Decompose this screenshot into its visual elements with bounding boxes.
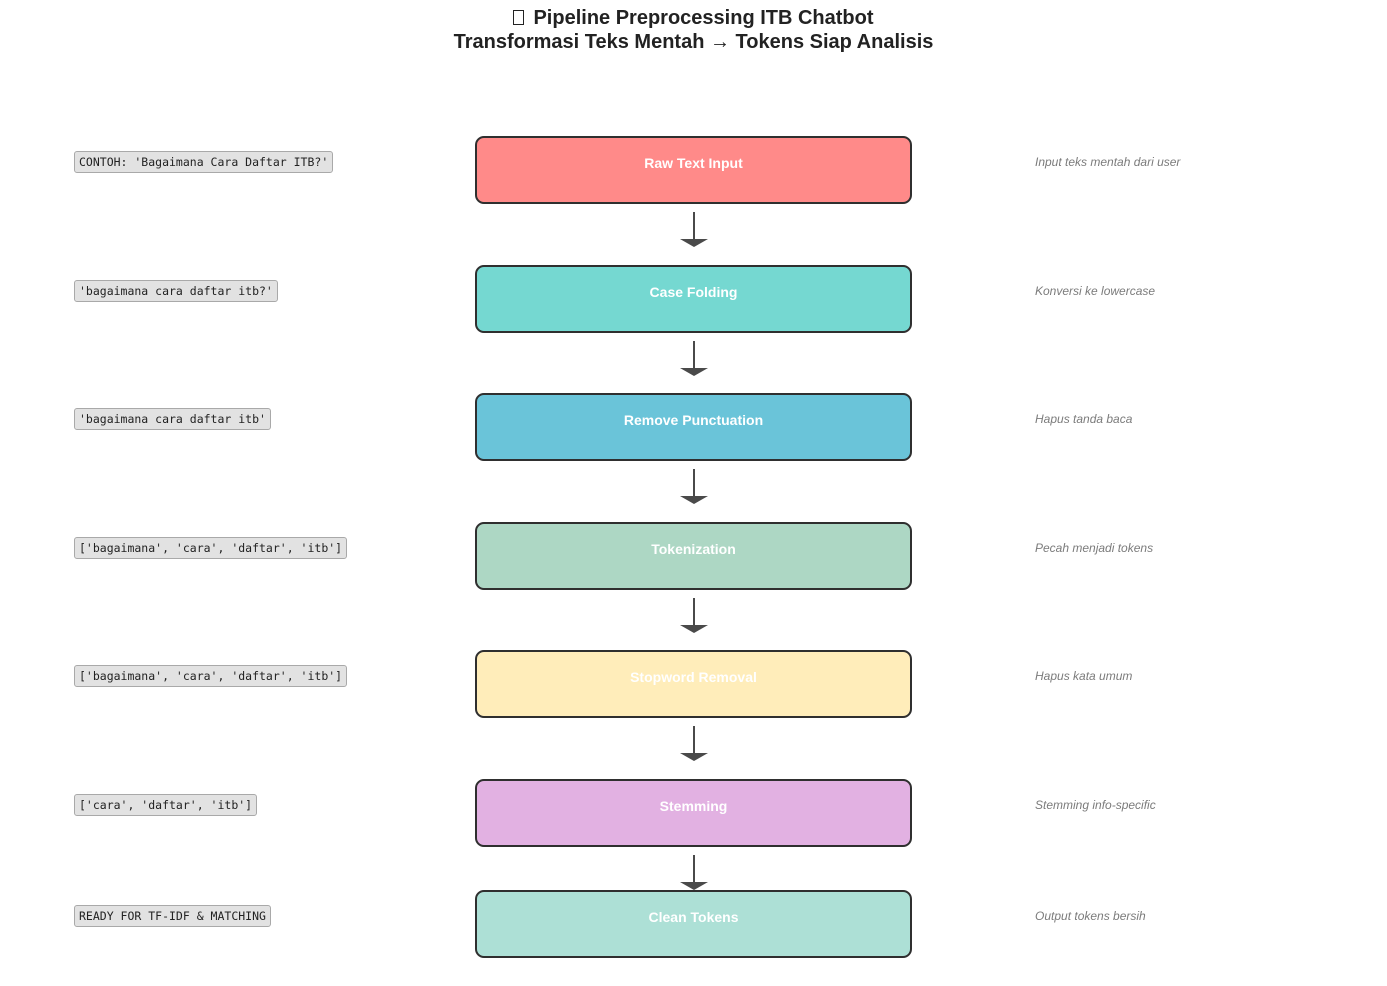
step-label: Tokenization bbox=[651, 541, 736, 557]
step-box: Stemming bbox=[475, 779, 912, 847]
flow-arrow bbox=[680, 598, 708, 633]
step-example: ['bagaimana', 'cara', 'daftar', 'itb'] bbox=[74, 537, 348, 559]
step-example: ['cara', 'daftar', 'itb'] bbox=[74, 794, 258, 816]
pipeline-step-tokenization: ['bagaimana', 'cara', 'daftar', 'itb'] T… bbox=[0, 522, 1387, 592]
flow-arrow bbox=[680, 212, 708, 247]
flow-arrow bbox=[680, 341, 708, 376]
pipeline-step-raw-text-input: CONTOH: 'Bagaimana Cara Daftar ITB?' Raw… bbox=[0, 136, 1387, 206]
step-description: Hapus kata umum bbox=[1035, 669, 1133, 683]
step-example: CONTOH: 'Bagaimana Cara Daftar ITB?' bbox=[74, 151, 334, 173]
title-line-2: Transformasi Teks Mentah → Tokens Siap A… bbox=[453, 31, 934, 53]
step-box: Remove Punctuation bbox=[475, 393, 912, 461]
pipeline-step-case-folding: 'bagaimana cara daftar itb?' Case Foldin… bbox=[0, 265, 1387, 335]
step-description: Pecah menjadi tokens bbox=[1035, 541, 1154, 555]
step-box: Stopword Removal bbox=[475, 650, 912, 718]
step-description: Output tokens bersih bbox=[1035, 909, 1146, 923]
step-description: Konversi ke lowercase bbox=[1035, 284, 1156, 298]
step-description: Input teks mentah dari user bbox=[1035, 155, 1181, 169]
step-example: READY FOR TF-IDF & MATCHING bbox=[74, 905, 271, 927]
pipeline-step-clean-tokens: READY FOR TF-IDF & MATCHING Clean Tokens… bbox=[0, 890, 1387, 960]
step-label: Case Folding bbox=[649, 284, 738, 300]
step-label: Remove Punctuation bbox=[623, 412, 764, 428]
step-label: Stopword Removal bbox=[630, 669, 757, 685]
step-box: Case Folding bbox=[475, 265, 912, 333]
step-example: 'bagaimana cara daftar itb?' bbox=[74, 280, 278, 302]
step-description: Hapus tanda baca bbox=[1035, 412, 1133, 426]
flow-arrow bbox=[680, 469, 708, 504]
flow-arrow bbox=[680, 855, 708, 890]
step-box: Clean Tokens bbox=[475, 890, 912, 958]
missing-glyph-icon bbox=[513, 10, 525, 25]
diagram-title: Pipeline Preprocessing ITB Chatbot Trans… bbox=[0, 6, 1387, 54]
pipeline-step-stopword-removal: ['bagaimana', 'cara', 'daftar', 'itb'] S… bbox=[0, 650, 1387, 720]
step-example: ['bagaimana', 'cara', 'daftar', 'itb'] bbox=[74, 665, 348, 687]
pipeline-step-stemming: ['cara', 'daftar', 'itb'] Stemming Stemm… bbox=[0, 779, 1387, 849]
title-text-1: Pipeline Preprocessing ITB Chatbot bbox=[533, 7, 874, 29]
step-box: Tokenization bbox=[475, 522, 912, 590]
step-description: Stemming info-specific bbox=[1035, 798, 1156, 812]
step-label: Clean Tokens bbox=[648, 909, 739, 925]
step-example: 'bagaimana cara daftar itb' bbox=[74, 408, 271, 430]
step-label: Raw Text Input bbox=[644, 155, 743, 171]
step-label: Stemming bbox=[659, 798, 728, 814]
step-box: Raw Text Input bbox=[475, 136, 912, 204]
pipeline-step-remove-punctuation: 'bagaimana cara daftar itb' Remove Punct… bbox=[0, 393, 1387, 463]
flow-arrow bbox=[680, 726, 708, 761]
title-line-1: Pipeline Preprocessing ITB Chatbot bbox=[0, 6, 1387, 30]
